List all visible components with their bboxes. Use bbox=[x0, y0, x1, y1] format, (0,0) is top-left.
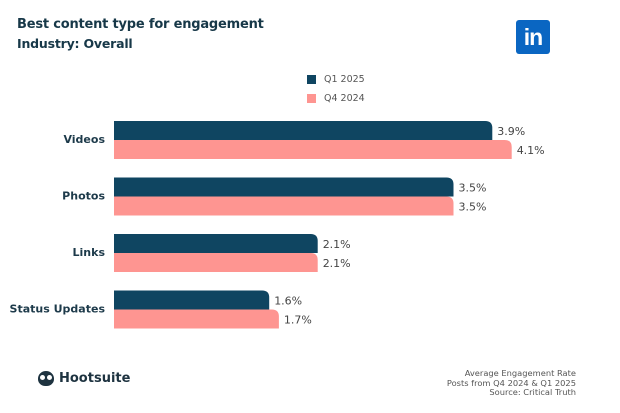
brand-name: Hootsuite bbox=[59, 371, 131, 386]
note-period: Posts from Q4 2024 & Q1 2025 bbox=[446, 377, 576, 388]
category-label: Links bbox=[73, 246, 106, 259]
legend-swatch bbox=[307, 94, 316, 103]
bar-q1-2025 bbox=[114, 177, 454, 197]
category-label: Videos bbox=[63, 133, 105, 146]
legend-label: Q1 2025 bbox=[324, 74, 365, 85]
legend-swatch bbox=[307, 75, 316, 84]
linkedin-logo-icon: in bbox=[516, 20, 550, 54]
data-label: 1.7% bbox=[284, 314, 312, 327]
legend-item-q4-2024: Q4 2024 bbox=[307, 89, 365, 108]
category-label: Photos bbox=[62, 190, 105, 203]
data-label: 3.5% bbox=[459, 182, 487, 195]
owl-icon bbox=[38, 371, 54, 386]
data-label: 2.1% bbox=[323, 238, 351, 251]
chart-title: Best content type for engagement bbox=[17, 17, 264, 32]
bar-q1-2025 bbox=[114, 121, 493, 140]
data-label: 3.5% bbox=[459, 201, 487, 214]
category-label: Status Updates bbox=[10, 303, 106, 316]
data-label: 4.1% bbox=[517, 144, 545, 157]
legend-label: Q4 2024 bbox=[324, 93, 365, 104]
chart-subtitle: Industry: Overall bbox=[17, 36, 133, 51]
legend-item-q1-2025: Q1 2025 bbox=[307, 70, 365, 89]
footer-notes: Average Engagement Rate Posts from Q4 20… bbox=[446, 368, 576, 398]
bar-q4-2024 bbox=[114, 309, 279, 329]
data-label: 1.6% bbox=[274, 295, 302, 308]
note-metric: Average Engagement Rate bbox=[464, 368, 576, 378]
bar-q4-2024 bbox=[114, 196, 454, 216]
data-label: 3.9% bbox=[497, 125, 525, 138]
data-label: 2.1% bbox=[323, 257, 351, 270]
legend: Q1 2025 Q4 2024 bbox=[307, 70, 365, 108]
note-source: Source: Critical Truth bbox=[489, 387, 576, 397]
bar-q1-2025 bbox=[114, 290, 270, 310]
hootsuite-logo: Hootsuite bbox=[38, 371, 130, 386]
bar-q1-2025 bbox=[114, 234, 318, 253]
bar-q4-2024 bbox=[114, 253, 318, 272]
bar-q4-2024 bbox=[114, 140, 512, 159]
